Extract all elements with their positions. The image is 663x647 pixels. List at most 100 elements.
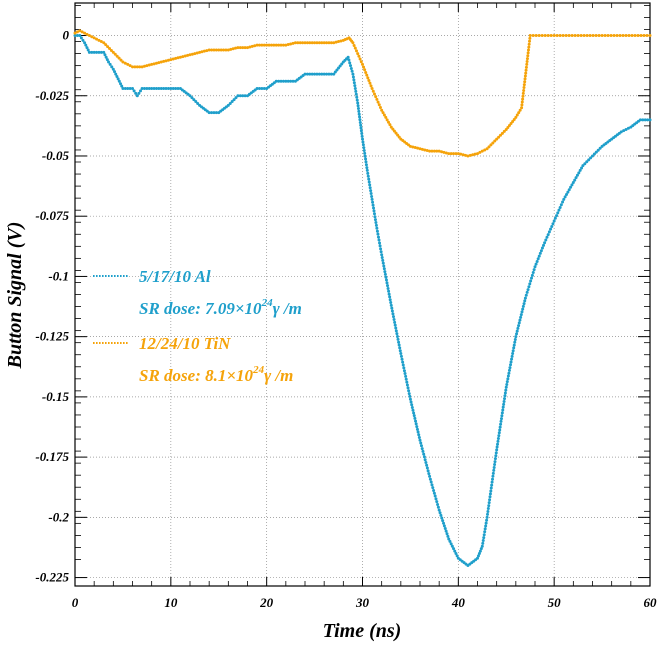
data-point [322, 72, 326, 76]
data-point [531, 34, 535, 38]
data-point [549, 34, 553, 38]
data-point [389, 125, 393, 129]
data-point [646, 118, 650, 122]
data-point [388, 295, 392, 299]
data-point [619, 130, 623, 134]
data-point [481, 538, 485, 542]
data-point [380, 253, 384, 257]
data-point [391, 127, 395, 131]
data-point [396, 337, 400, 341]
data-point [556, 211, 560, 215]
data-point [196, 101, 200, 105]
data-point [503, 394, 507, 398]
data-point [483, 148, 487, 152]
data-point [337, 66, 341, 70]
data-point [478, 150, 482, 154]
data-point [372, 212, 376, 216]
data-point [381, 261, 385, 265]
data-point [567, 188, 571, 192]
data-point [374, 223, 378, 227]
data-point [103, 53, 107, 57]
data-point [523, 77, 527, 81]
data-point [380, 108, 384, 112]
data-point [205, 49, 209, 53]
data-point [166, 58, 170, 62]
x-tick-label: 50 [548, 595, 562, 610]
data-point [436, 505, 440, 509]
data-point [466, 154, 470, 158]
data-point [115, 74, 119, 78]
data-point [279, 43, 283, 47]
data-point [492, 465, 496, 469]
data-point [353, 87, 357, 91]
data-point [398, 346, 402, 350]
data-point [210, 111, 214, 115]
data-point [248, 45, 252, 49]
data-point [383, 270, 387, 274]
data-point [432, 149, 436, 153]
data-point [408, 394, 412, 398]
data-point [473, 152, 477, 156]
data-point [425, 149, 429, 153]
data-point [518, 108, 522, 112]
x-axis-title: Time (ns) [323, 620, 402, 642]
data-point [134, 91, 138, 95]
data-point [255, 43, 259, 47]
data-point [333, 70, 337, 74]
data-point [171, 87, 175, 91]
data-point [293, 41, 297, 45]
data-point [377, 103, 381, 107]
data-point [442, 150, 446, 154]
data-point [499, 133, 502, 137]
data-point [75, 34, 79, 38]
data-point [639, 34, 643, 38]
data-point [415, 425, 419, 429]
data-point [375, 229, 379, 233]
data-point [351, 72, 355, 76]
data-point [188, 94, 192, 98]
data-point [576, 34, 580, 38]
data-point [207, 111, 211, 115]
data-point [200, 50, 204, 54]
data-point [414, 422, 418, 426]
data-point [381, 111, 385, 115]
data-point [487, 501, 491, 505]
data-point [521, 91, 525, 95]
data-point [476, 556, 479, 560]
data-point [376, 100, 380, 104]
data-point [410, 403, 414, 407]
data-point [505, 380, 509, 384]
data-point [555, 34, 559, 38]
data-point [388, 298, 392, 302]
data-point [367, 177, 371, 181]
data-point [522, 302, 526, 306]
data-point [397, 135, 401, 139]
data-point [503, 397, 507, 401]
data-point [234, 46, 238, 50]
data-point [573, 178, 577, 182]
data-point [532, 268, 536, 272]
data-point [425, 463, 429, 467]
data-point [83, 41, 87, 45]
data-point [435, 500, 439, 504]
data-point [430, 483, 434, 487]
data-point [495, 445, 499, 449]
data-point [340, 62, 344, 66]
data-point [555, 214, 559, 218]
data-point [111, 67, 115, 71]
data-point [382, 113, 386, 117]
data-point [157, 61, 161, 65]
data-point [308, 72, 312, 76]
data-point [113, 70, 117, 74]
data-point [591, 34, 595, 38]
data-point [522, 88, 526, 92]
data-point [347, 58, 351, 62]
data-point [606, 34, 610, 38]
data-point [178, 55, 182, 59]
data-point [322, 41, 326, 45]
data-point [83, 31, 87, 35]
data-point [439, 513, 443, 517]
data-point [603, 34, 607, 38]
data-point [438, 511, 442, 515]
